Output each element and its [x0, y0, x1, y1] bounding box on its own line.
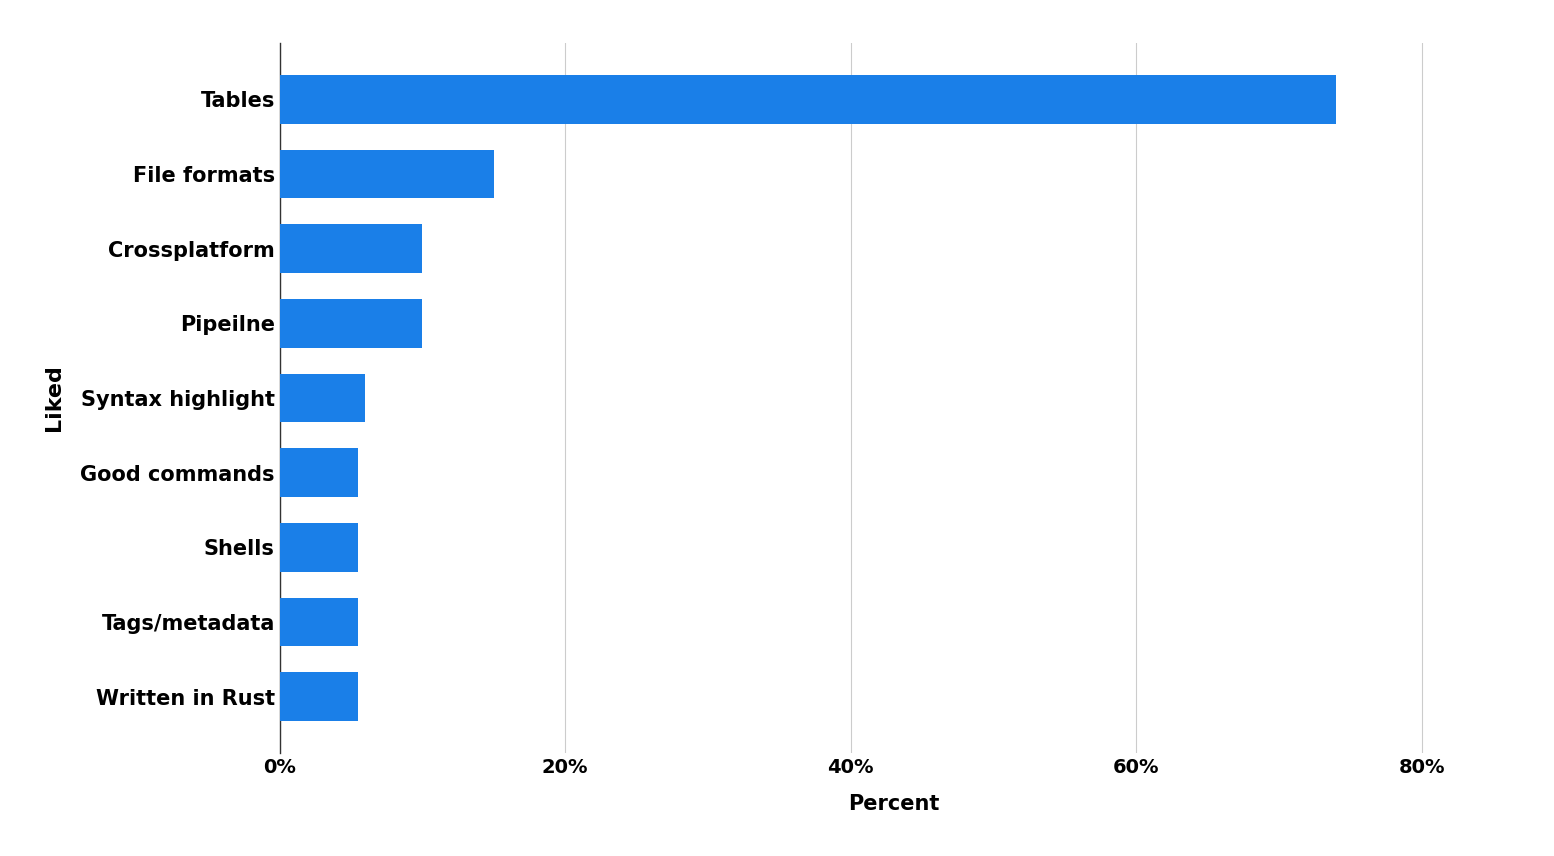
Bar [280, 150, 494, 199]
Bar [280, 673, 359, 721]
Bar [280, 224, 423, 273]
Bar [280, 597, 359, 646]
Y-axis label: Liked: Liked [44, 365, 64, 431]
Bar [280, 75, 1336, 123]
Bar [280, 449, 359, 497]
Bar [280, 299, 423, 348]
Bar [280, 523, 359, 572]
X-axis label: Percent: Percent [848, 794, 939, 814]
Bar [280, 374, 365, 422]
